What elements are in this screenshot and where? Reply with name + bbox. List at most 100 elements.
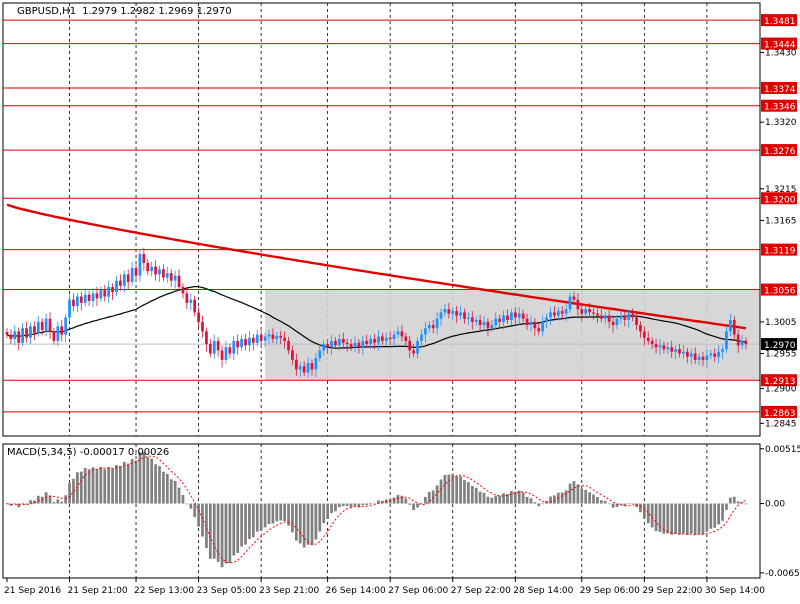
candle-body bbox=[478, 319, 482, 326]
macd-bar bbox=[95, 469, 99, 504]
macd-bar bbox=[564, 490, 568, 504]
macd-bar bbox=[455, 475, 459, 504]
price-axis-tick-label: 1.2900 bbox=[765, 384, 797, 394]
macd-bar bbox=[525, 496, 529, 504]
level-price-tag bbox=[761, 243, 797, 256]
level-price-tag bbox=[761, 14, 797, 27]
macd-bar bbox=[134, 460, 138, 504]
macd-bar bbox=[572, 481, 576, 504]
candle-body bbox=[365, 340, 369, 345]
candle-body bbox=[693, 353, 697, 360]
candle-body bbox=[525, 318, 529, 326]
macd-bar bbox=[713, 503, 717, 528]
level-price-label: 1.3200 bbox=[764, 195, 796, 205]
consolidation-range-box bbox=[265, 289, 760, 381]
macd-bar bbox=[341, 503, 345, 507]
candle-body bbox=[326, 344, 329, 348]
candle-body bbox=[345, 342, 349, 345]
macd-bar bbox=[107, 467, 111, 504]
macd-axis-tick-label: -0.00652 bbox=[765, 569, 800, 579]
candle-body bbox=[713, 353, 717, 357]
candle-body bbox=[126, 274, 130, 282]
macd-bar bbox=[150, 458, 154, 504]
macd-bar bbox=[314, 503, 318, 540]
candle-body bbox=[392, 334, 396, 340]
candle-body bbox=[306, 363, 310, 373]
candle-body bbox=[658, 345, 662, 348]
candle-body bbox=[685, 351, 689, 357]
candle-body bbox=[138, 254, 142, 276]
candle-body bbox=[650, 340, 654, 345]
macd-bar bbox=[64, 495, 68, 504]
candle-body bbox=[560, 311, 564, 314]
macd-bar bbox=[502, 493, 505, 504]
candle-body bbox=[728, 319, 732, 332]
candle-body bbox=[427, 325, 431, 329]
candle-body bbox=[60, 326, 64, 335]
candle-body bbox=[545, 317, 548, 322]
macd-bar bbox=[146, 456, 150, 504]
candle-body bbox=[599, 315, 603, 319]
level-price-label: 1.3374 bbox=[764, 85, 796, 95]
candle-body bbox=[701, 356, 705, 360]
candle-body bbox=[197, 312, 200, 322]
candle-body bbox=[420, 334, 423, 341]
current-price-label: 1.2970 bbox=[764, 341, 796, 351]
level-price-tag bbox=[761, 192, 797, 205]
candle-body bbox=[380, 336, 384, 341]
candle-body bbox=[212, 340, 216, 354]
candle-body bbox=[330, 340, 333, 348]
macd-bar bbox=[56, 499, 60, 504]
macd-bar bbox=[373, 503, 376, 504]
macd-bar bbox=[52, 502, 56, 504]
candle-body bbox=[674, 349, 677, 352]
candle-body bbox=[615, 318, 619, 326]
candle-body bbox=[119, 280, 122, 286]
candle-body bbox=[584, 309, 588, 314]
candle-body bbox=[17, 331, 21, 343]
macd-bar bbox=[83, 467, 87, 504]
moving-average-fast bbox=[6, 285, 747, 349]
candle-body bbox=[639, 325, 642, 332]
macd-bar bbox=[119, 465, 122, 504]
candle-body bbox=[510, 312, 513, 320]
candle-body bbox=[588, 309, 591, 313]
candle-body bbox=[474, 319, 478, 322]
macd-bar bbox=[255, 503, 259, 532]
macd-bar bbox=[158, 466, 161, 504]
macd-bar bbox=[177, 487, 181, 504]
candle-body bbox=[353, 342, 357, 348]
level-price-tag bbox=[761, 99, 797, 112]
macd-bar bbox=[392, 497, 396, 504]
macd-bar bbox=[87, 469, 91, 504]
macd-bar bbox=[283, 503, 286, 522]
candle-body bbox=[611, 321, 615, 326]
macd-axis-tick-label: 0.00515 bbox=[765, 445, 800, 455]
price-axis-tick-label: 1.3320 bbox=[765, 118, 797, 128]
candle-body bbox=[725, 331, 728, 350]
macd-bar bbox=[553, 495, 556, 504]
candle-body bbox=[553, 312, 556, 316]
candle-body bbox=[255, 334, 259, 343]
macd-bar bbox=[181, 495, 185, 504]
macd-bar bbox=[424, 496, 427, 504]
candle-body bbox=[447, 309, 451, 314]
candle-body bbox=[103, 290, 107, 297]
macd-bar bbox=[220, 503, 224, 568]
candle-body bbox=[228, 347, 232, 354]
candle-body bbox=[580, 309, 584, 314]
macd-bar bbox=[682, 503, 685, 534]
candle-body bbox=[111, 287, 114, 293]
level-price-label: 1.3481 bbox=[764, 17, 796, 27]
level-price-tag bbox=[761, 405, 797, 418]
macd-bar bbox=[115, 465, 118, 504]
candle-body bbox=[736, 334, 740, 346]
macd-bar bbox=[291, 503, 294, 533]
macd-bar bbox=[623, 503, 627, 506]
candle-body bbox=[400, 331, 404, 337]
candle-body bbox=[150, 266, 154, 272]
candle-body bbox=[169, 273, 173, 281]
macd-bar bbox=[337, 503, 341, 508]
candle-body bbox=[185, 293, 189, 303]
